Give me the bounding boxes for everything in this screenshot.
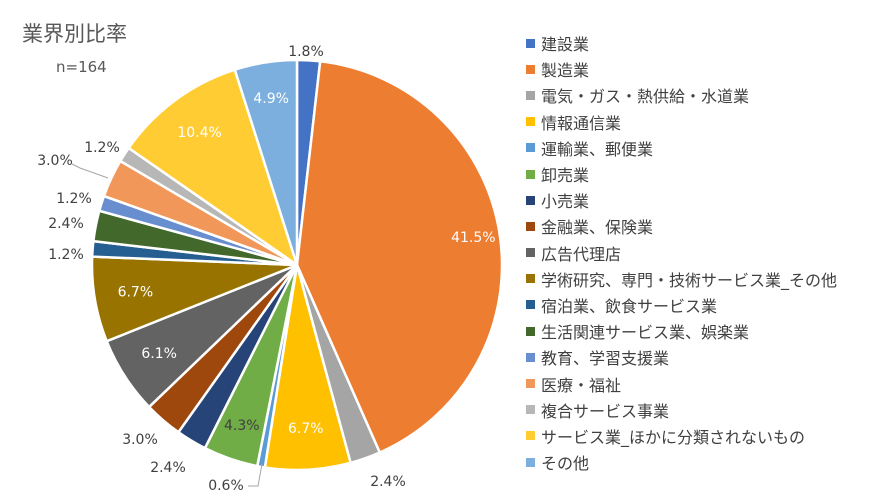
- data-label: 0.6%: [208, 478, 244, 494]
- legend-swatch: [526, 274, 535, 284]
- legend-swatch: [526, 379, 535, 389]
- label-leader-line: [248, 463, 263, 487]
- legend-item: その他: [526, 449, 837, 475]
- label-leader-line: [71, 163, 109, 179]
- data-label: 6.1%: [141, 346, 177, 362]
- legend-label: 小売業: [541, 192, 590, 212]
- legend-label: 宿泊業、飲食サービス業: [541, 296, 718, 316]
- data-label: 2.4%: [370, 474, 406, 490]
- data-label: 2.4%: [48, 216, 84, 232]
- legend-swatch: [526, 195, 535, 205]
- pie-slice: [295, 59, 504, 455]
- legend-item: 卸売業: [526, 161, 837, 187]
- legend-label: 教育、学習支援業: [541, 349, 670, 369]
- legend-swatch: [526, 457, 535, 467]
- data-label: 2.4%: [150, 460, 186, 476]
- legend-item: 建設業: [526, 30, 837, 56]
- legend-swatch: [526, 169, 535, 179]
- legend-label: 卸売業: [541, 166, 590, 186]
- legend-item: 運輸業、郵便業: [526, 135, 837, 161]
- legend-label: サービス業_ほかに分類されないもの: [541, 427, 806, 447]
- legend-label: 運輸業、郵便業: [541, 139, 654, 159]
- data-label: 4.9%: [253, 91, 289, 107]
- data-label: 41.5%: [451, 230, 495, 246]
- chart-legend: 建設業製造業電気・ガス・熱供給・水道業 情報通信業運輸業、郵便業 卸売業小売業金融業…: [526, 30, 837, 475]
- legend-swatch: [526, 326, 535, 336]
- legend-item: 製造業: [526, 56, 837, 82]
- legend-item: 情報通信業: [526, 109, 837, 135]
- legend-label: その他: [541, 454, 590, 474]
- legend-label: 広告代理店: [541, 244, 622, 264]
- legend-item: 金融業、保険業: [526, 213, 837, 239]
- pie-slice: [126, 68, 300, 269]
- legend-swatch: [526, 352, 535, 362]
- legend-label: 建設業: [541, 35, 590, 55]
- legend-label: 学術研究、専門・技術サービス業_その他: [541, 270, 838, 290]
- legend-item: 複合サービス事業: [526, 397, 837, 423]
- legend-swatch: [526, 248, 535, 258]
- legend-swatch: [526, 143, 535, 153]
- legend-label: 製造業: [541, 61, 590, 81]
- legend-item: 医療・福祉: [526, 370, 837, 396]
- legend-swatch: [526, 431, 535, 441]
- data-label: 3.0%: [37, 153, 73, 169]
- data-label: 1.2%: [48, 247, 84, 263]
- legend-label: 生活関連サービス業、娯楽業: [541, 323, 750, 343]
- legend-item: 学術研究、専門・技術サービス業_その他: [526, 266, 837, 292]
- legend-item: サービス業_ほかに分類されないもの: [526, 423, 837, 449]
- data-label: 6.7%: [118, 285, 154, 301]
- chart-title: 業界別比率: [22, 22, 127, 46]
- legend-swatch: [526, 221, 535, 231]
- data-label: 10.4%: [177, 125, 221, 141]
- legend-label: 複合サービス事業: [541, 401, 670, 421]
- legend-label: 電気・ガス・熱供給・水道業: [541, 87, 750, 107]
- legend-swatch: [526, 90, 535, 100]
- data-label: 1.8%: [288, 44, 324, 60]
- legend-swatch: [526, 64, 535, 74]
- legend-item: 小売業: [526, 187, 837, 213]
- data-label: 3.0%: [122, 432, 158, 448]
- legend-label: 金融業、保険業: [541, 218, 654, 238]
- legend-item: 教育、学習支援業: [526, 344, 837, 370]
- data-label: 1.2%: [84, 140, 120, 156]
- legend-label: 医療・福祉: [541, 375, 622, 395]
- legend-label: 情報通信業: [541, 113, 622, 133]
- legend-item: 電気・ガス・熱供給・水道業: [526, 82, 837, 108]
- legend-swatch: [526, 38, 535, 48]
- legend-item: 広告代理店: [526, 240, 837, 266]
- chart-subtitle: n=164: [56, 58, 107, 76]
- data-label: 6.7%: [288, 421, 324, 437]
- legend-swatch: [526, 117, 535, 127]
- legend-swatch: [526, 405, 535, 415]
- legend-item: 生活関連サービス業、娯楽業: [526, 318, 837, 344]
- pie-slice: [233, 58, 299, 266]
- data-label: 4.3%: [224, 418, 260, 434]
- data-label: 1.2%: [56, 191, 92, 207]
- legend-item: 宿泊業、飲食サービス業: [526, 292, 837, 318]
- legend-swatch: [526, 300, 535, 310]
